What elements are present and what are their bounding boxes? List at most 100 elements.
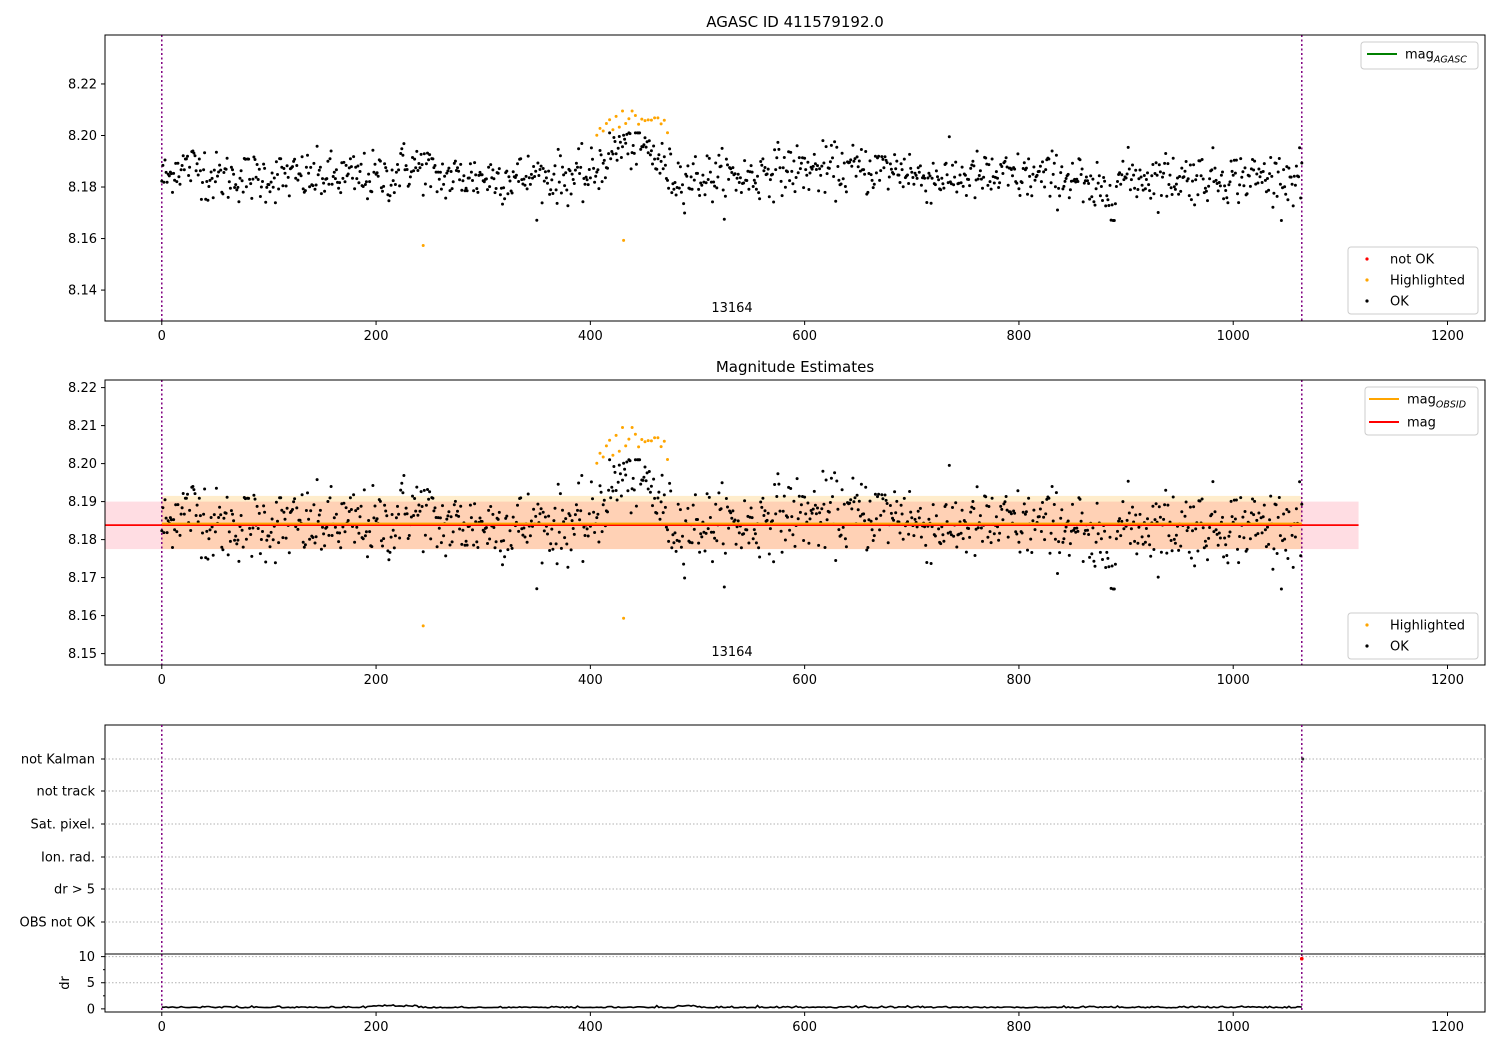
middle-ok-point	[556, 482, 560, 486]
middle-ok-point	[677, 539, 681, 543]
middle-xtick-label: 0	[158, 673, 166, 688]
middle-ytick-label: 8.22	[68, 381, 97, 396]
middle-ok-point	[511, 515, 515, 519]
top-ok-point	[1290, 182, 1294, 186]
middle-ytick-label: 8.19	[68, 495, 97, 510]
middle-highlighted-point	[649, 439, 653, 443]
middle-ok-point	[469, 516, 473, 520]
middle-ok-point	[789, 487, 793, 490]
middle-ok-point	[1151, 504, 1155, 508]
top-ok-point	[977, 174, 981, 177]
middle-ok-point	[1101, 558, 1104, 561]
top-ytick-label: 8.14	[68, 284, 97, 299]
middle-ok-point	[683, 576, 687, 580]
top-ok-point	[781, 166, 785, 170]
top-ok-point	[1016, 152, 1020, 156]
middle-ok-point	[539, 507, 543, 511]
top-ok-point	[857, 159, 861, 163]
middle-ok-point	[758, 555, 762, 559]
top-ok-point	[331, 175, 335, 178]
middle-ok-point	[796, 517, 800, 521]
middle-ok-point	[356, 507, 360, 510]
middle-ok-point	[233, 538, 237, 542]
middle-ok-point	[259, 538, 263, 541]
top-ok-point	[571, 178, 575, 181]
middle-ok-point	[582, 525, 586, 529]
middle-ok-point	[874, 517, 878, 521]
middle-ok-point	[448, 543, 452, 547]
top-ok-point	[300, 155, 304, 159]
top-ok-point	[747, 187, 751, 191]
top-ok-point	[564, 171, 568, 175]
middle-ok-point	[776, 472, 780, 476]
middle-ok-point	[893, 490, 897, 494]
top-ok-point	[274, 160, 278, 164]
top-legend-not-ok-label: not OK	[1390, 253, 1435, 268]
top-ok-point	[368, 180, 372, 184]
dr-xtick-label: 1200	[1431, 1020, 1464, 1035]
middle-ok-point	[315, 478, 319, 482]
top-ok-point	[255, 163, 259, 166]
top-ok-point	[1159, 194, 1163, 197]
middle-ok-point	[954, 501, 958, 505]
middle-ok-point	[209, 516, 213, 519]
top-ok-point	[173, 178, 177, 182]
middle-ok-point	[1192, 505, 1196, 509]
middle-ok-point	[610, 485, 614, 489]
middle-ok-point	[497, 510, 501, 514]
middle-ok-point	[580, 474, 584, 477]
top-highlighted-point	[604, 122, 608, 125]
top-ok-point	[544, 176, 548, 180]
top-ok-point	[918, 164, 922, 168]
top-ok-point	[1161, 175, 1164, 179]
top-ok-point	[652, 144, 656, 148]
middle-ok-point	[1249, 511, 1253, 515]
top-ok-point	[1253, 159, 1257, 163]
middle-ok-point	[206, 557, 210, 561]
top-ok-point	[632, 151, 636, 155]
top-ok-point	[799, 161, 803, 165]
top-ok-point	[281, 184, 285, 188]
top-highlighted-point	[643, 119, 647, 123]
middle-ok-point	[1106, 556, 1110, 560]
top-ok-point	[1147, 183, 1151, 187]
middle-ok-point	[1119, 534, 1123, 538]
middle-ytick-label: 8.16	[68, 609, 97, 624]
middle-ok-point	[760, 505, 764, 509]
top-ok-point	[1131, 163, 1134, 167]
middle-ok-point	[542, 529, 546, 533]
top-ok-point	[431, 157, 435, 161]
middle-ok-point	[1248, 537, 1252, 541]
middle-ok-point	[917, 516, 921, 520]
top-ok-point	[415, 149, 419, 153]
middle-ok-point	[203, 487, 207, 491]
middle-ok-point	[392, 546, 396, 550]
top-ok-point	[1049, 181, 1053, 185]
top-ok-point	[1282, 168, 1286, 172]
top-ok-point	[1276, 170, 1280, 174]
middle-ok-point	[915, 525, 919, 529]
top-ok-point	[598, 149, 602, 152]
top-ok-point	[268, 190, 272, 194]
top-ok-point	[453, 159, 457, 163]
middle-ok-point	[1094, 540, 1098, 544]
middle-ok-point	[739, 546, 743, 550]
middle-ok-point	[341, 525, 345, 529]
top-ok-point	[203, 151, 207, 155]
top-ok-point	[721, 188, 725, 192]
top-ok-point	[1050, 149, 1054, 153]
middle-ok-point	[1141, 542, 1145, 546]
top-ok-point	[1233, 171, 1237, 175]
middle-ok-point	[1004, 495, 1008, 498]
middle-ok-point	[851, 476, 855, 480]
middle-highlighted-point	[662, 439, 666, 443]
middle-ok-point	[828, 501, 832, 504]
top-ok-point	[1120, 173, 1124, 177]
top-ok-point	[334, 168, 338, 172]
middle-ok-point	[1173, 541, 1177, 545]
middle-ok-point	[586, 534, 590, 538]
middle-ok-point	[433, 506, 437, 510]
top-ok-point	[996, 176, 999, 180]
top-ok-point	[196, 173, 200, 177]
middle-ok-point	[749, 506, 753, 510]
